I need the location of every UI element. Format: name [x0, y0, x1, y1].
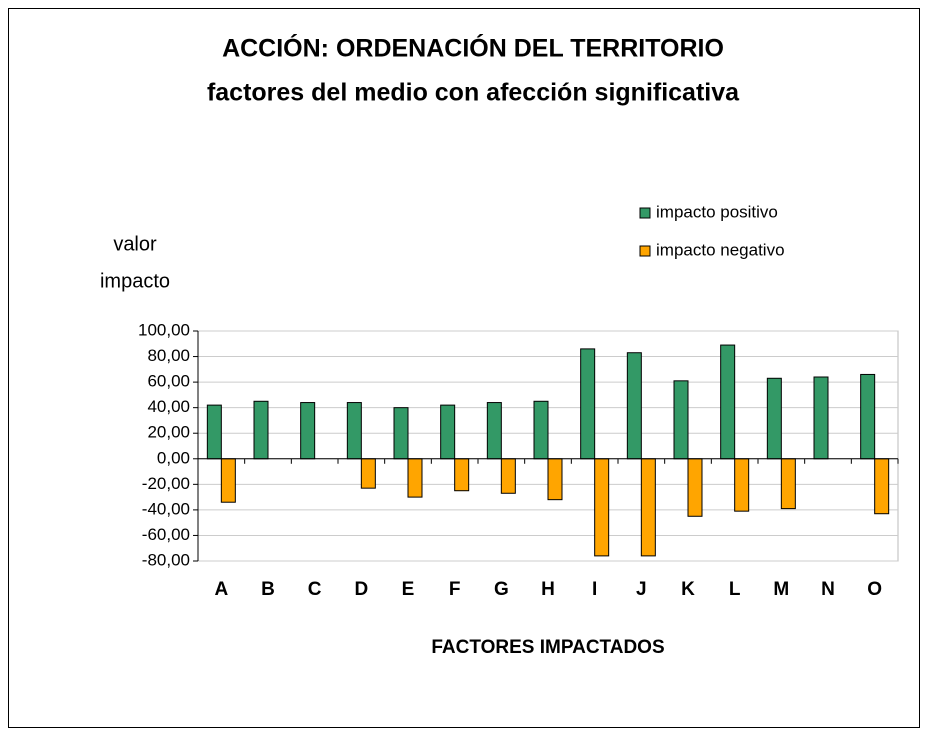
y-tick-label: 40,00	[147, 397, 190, 416]
bar	[533, 400, 549, 460]
bar	[720, 344, 736, 460]
x-tick-label: B	[261, 579, 275, 600]
bar	[687, 458, 703, 517]
x-tick-label: J	[636, 579, 647, 600]
x-tick-label: C	[308, 579, 322, 600]
x-tick-label: E	[402, 579, 415, 600]
x-tick-label: M	[773, 579, 789, 600]
y-tick-label: -40,00	[142, 499, 190, 518]
x-tick-label: L	[729, 579, 741, 600]
bar	[626, 352, 642, 460]
bar	[407, 458, 423, 498]
bar	[594, 458, 610, 557]
y-tick-label: -20,00	[142, 474, 190, 493]
bar	[547, 458, 563, 501]
x-tick-label: O	[867, 579, 882, 600]
bar	[253, 400, 269, 460]
y-tick-label: -60,00	[142, 525, 190, 544]
chart-subtitle: factores del medio con afección signific…	[207, 79, 740, 107]
bar	[580, 348, 596, 460]
bar	[860, 373, 876, 460]
bar	[220, 458, 236, 503]
x-axis-label: FACTORES IMPACTADOS	[431, 637, 664, 658]
y-tick-label: -80,00	[142, 550, 190, 569]
x-tick-label: F	[449, 579, 461, 600]
legend-swatch	[639, 245, 651, 257]
bar	[813, 376, 829, 460]
x-tick-label: G	[494, 579, 509, 600]
x-tick-label: K	[681, 579, 695, 600]
x-tick-label: A	[214, 579, 228, 600]
bar	[206, 404, 222, 460]
y-tick-label: 80,00	[147, 346, 190, 365]
bar	[734, 458, 750, 512]
y-tick-label: 20,00	[147, 423, 190, 442]
bar	[300, 402, 316, 460]
x-tick-label: H	[541, 579, 555, 600]
legend-swatch	[639, 207, 651, 219]
y-axis-label: valor	[113, 233, 157, 255]
y-tick-label: 60,00	[147, 372, 190, 391]
chart-border	[8, 8, 920, 728]
bar	[440, 404, 456, 460]
y-axis-label: impacto	[100, 270, 170, 292]
legend-label: impacto positivo	[656, 202, 778, 221]
bar	[780, 458, 796, 510]
bar	[360, 458, 376, 489]
bar	[346, 402, 362, 460]
bar	[640, 458, 656, 557]
bar	[673, 380, 689, 460]
bar	[500, 458, 516, 494]
bar	[766, 377, 782, 460]
chart-title: ACCIÓN: ORDENACIÓN DEL TERRITORIO	[222, 33, 724, 63]
x-tick-label: D	[354, 579, 368, 600]
x-tick-label: N	[821, 579, 835, 600]
bar	[874, 458, 890, 515]
y-tick-label: 100,00	[138, 320, 190, 339]
bar	[486, 402, 502, 460]
legend-label: impacto negativo	[656, 240, 785, 259]
bar	[393, 407, 409, 460]
y-tick-label: 0,00	[157, 448, 190, 467]
bar	[454, 458, 470, 492]
x-tick-label: I	[592, 579, 597, 600]
